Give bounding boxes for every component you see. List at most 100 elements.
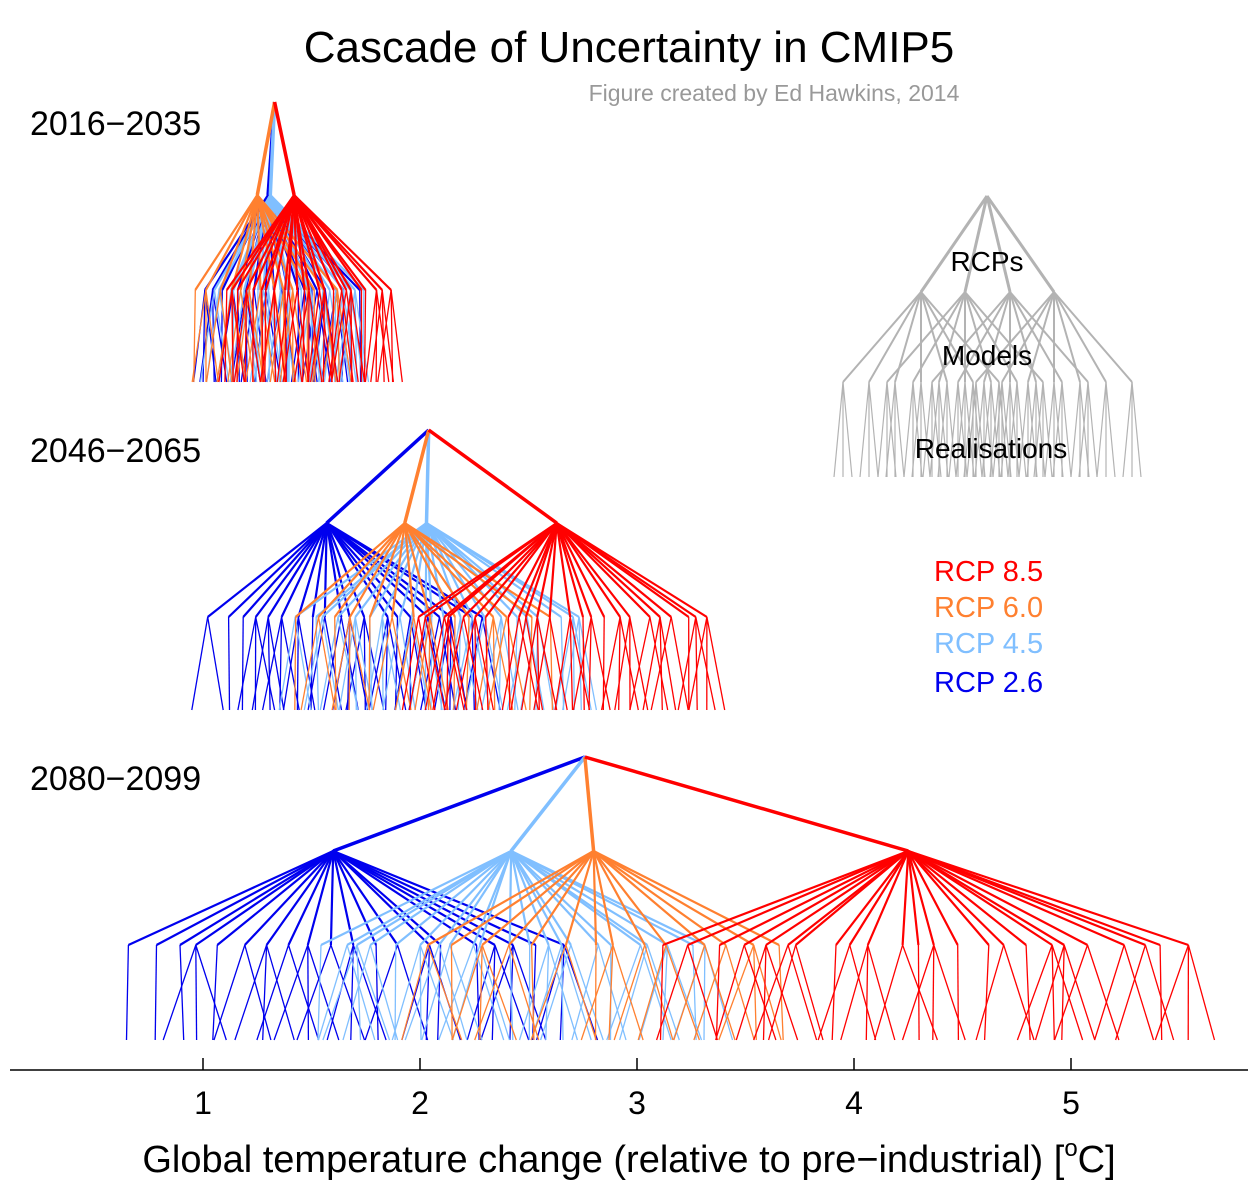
model-branch-60 <box>592 850 727 946</box>
realisation-branch-26 <box>324 616 343 711</box>
model-branch-60 <box>294 522 406 618</box>
schematic-model-branch <box>957 291 1011 383</box>
model-branch-60 <box>219 194 259 291</box>
model-branch-85 <box>252 194 296 291</box>
model-branch-85 <box>866 850 910 946</box>
schematic-realisation-branch <box>1035 381 1046 478</box>
realisation-branch-45 <box>692 944 697 1041</box>
schematic-realisation-branch <box>938 381 949 478</box>
schematic-realisation-branch <box>886 381 897 478</box>
realisation-branch-45 <box>199 289 216 383</box>
schematic-realisation-branch <box>964 381 975 478</box>
schematic-model-branch <box>1027 291 1055 383</box>
rcp-branch-85 <box>427 428 558 525</box>
realisation-branch-26 <box>212 944 218 1041</box>
realisation-branch-85 <box>767 944 797 1041</box>
realisation-branch-60 <box>530 944 535 1041</box>
model-branch-85 <box>293 194 311 291</box>
realisation-branch-60 <box>391 616 412 711</box>
model-branch-60 <box>194 194 259 291</box>
schematic-realisation-branch <box>1001 381 1012 478</box>
model-branch-45 <box>510 850 612 946</box>
realisation-branch-60 <box>294 616 297 711</box>
realisation-branch-85 <box>590 616 611 711</box>
realisation-branch-85 <box>432 616 449 711</box>
schematic-realisation-branch <box>1079 381 1090 478</box>
realisation-branch-85 <box>520 616 538 711</box>
realisation-branch-85 <box>308 289 323 383</box>
schematic-realisation-branch <box>1122 381 1133 478</box>
schematic-realisation-branch <box>903 381 914 478</box>
realisation-branch-85 <box>390 289 403 383</box>
model-branch-60 <box>592 850 706 946</box>
realisation-branch-85 <box>865 944 869 1041</box>
realisation-branch-85 <box>983 944 990 1041</box>
model-branch-85 <box>556 522 708 618</box>
realisation-branch-85 <box>218 289 233 383</box>
schematic-model-branch <box>1053 291 1133 383</box>
model-branch-60 <box>530 850 595 946</box>
realisation-branch-26 <box>297 616 316 711</box>
model-branch-45 <box>510 850 600 946</box>
realisation-branch-26 <box>352 944 387 1041</box>
model-branch-26 <box>323 522 328 618</box>
model-branch-85 <box>555 522 661 618</box>
realisation-branch-45 <box>646 944 680 1041</box>
realisation-branch-85 <box>735 944 767 1041</box>
realisation-branch-60 <box>450 944 453 1041</box>
model-branch-26 <box>306 850 335 946</box>
model-branch-85 <box>907 850 920 946</box>
realisation-branch-85 <box>695 616 698 711</box>
realisation-branch-85 <box>507 616 511 711</box>
model-branch-85 <box>293 194 335 291</box>
realisation-branch-26 <box>227 616 231 711</box>
realisation-branch-85 <box>670 616 689 711</box>
model-branch-60 <box>481 850 595 946</box>
schematic-realisation-branch <box>1087 381 1098 478</box>
model-branch-85 <box>536 522 558 618</box>
realisation-branch-60 <box>348 616 351 711</box>
realisation-branch-85 <box>381 289 385 383</box>
model-branch-60 <box>248 194 259 291</box>
realisation-branch-26 <box>375 944 379 1041</box>
model-branch-26 <box>127 850 334 946</box>
model-branch-26 <box>332 850 442 946</box>
schematic-realisation-branch <box>1044 381 1055 478</box>
model-branch-85 <box>474 522 558 618</box>
realisation-branch-60 <box>282 289 286 383</box>
realisation-branch-85 <box>650 616 672 711</box>
model-branch-45 <box>425 522 462 618</box>
realisation-branch-45 <box>421 944 451 1041</box>
realisation-branch-45 <box>618 944 648 1041</box>
realisation-branch-26 <box>363 616 366 711</box>
realisation-branch-45 <box>419 944 422 1041</box>
rcp-branch-26 <box>332 755 586 853</box>
model-branch-85 <box>555 522 593 618</box>
realisation-branch-26 <box>125 944 130 1041</box>
realisation-branch-60 <box>259 289 263 383</box>
realisation-branch-26 <box>191 616 209 711</box>
schematic-rcp-branch <box>985 195 1012 293</box>
realisation-branch-85 <box>588 616 592 711</box>
realisation-branch-60 <box>368 616 371 711</box>
schematic-model-branch <box>938 291 966 383</box>
realisation-branch-85 <box>273 289 286 383</box>
model-branch-26 <box>332 850 399 946</box>
realisation-branch-26 <box>359 289 362 383</box>
realisation-branch-85 <box>525 616 544 711</box>
realisation-branch-85 <box>1093 944 1125 1041</box>
realisation-branch-60 <box>530 944 567 1041</box>
x-tick-label: 3 <box>628 1085 646 1121</box>
realisation-branch-85 <box>455 616 476 711</box>
model-branch-85 <box>293 194 367 291</box>
model-branch-85 <box>555 522 631 618</box>
model-branch-85 <box>907 849 1189 947</box>
realisation-branch-85 <box>443 616 465 711</box>
model-branch-60 <box>230 194 259 291</box>
schematic-realisation-branch <box>868 381 879 478</box>
realisation-branch-60 <box>565 944 597 1041</box>
realisation-branch-45 <box>266 289 282 383</box>
realisation-branch-85 <box>370 289 383 383</box>
realisation-branch-85 <box>408 616 426 711</box>
legend-rcp26: RCP 2.6 <box>934 667 1043 699</box>
